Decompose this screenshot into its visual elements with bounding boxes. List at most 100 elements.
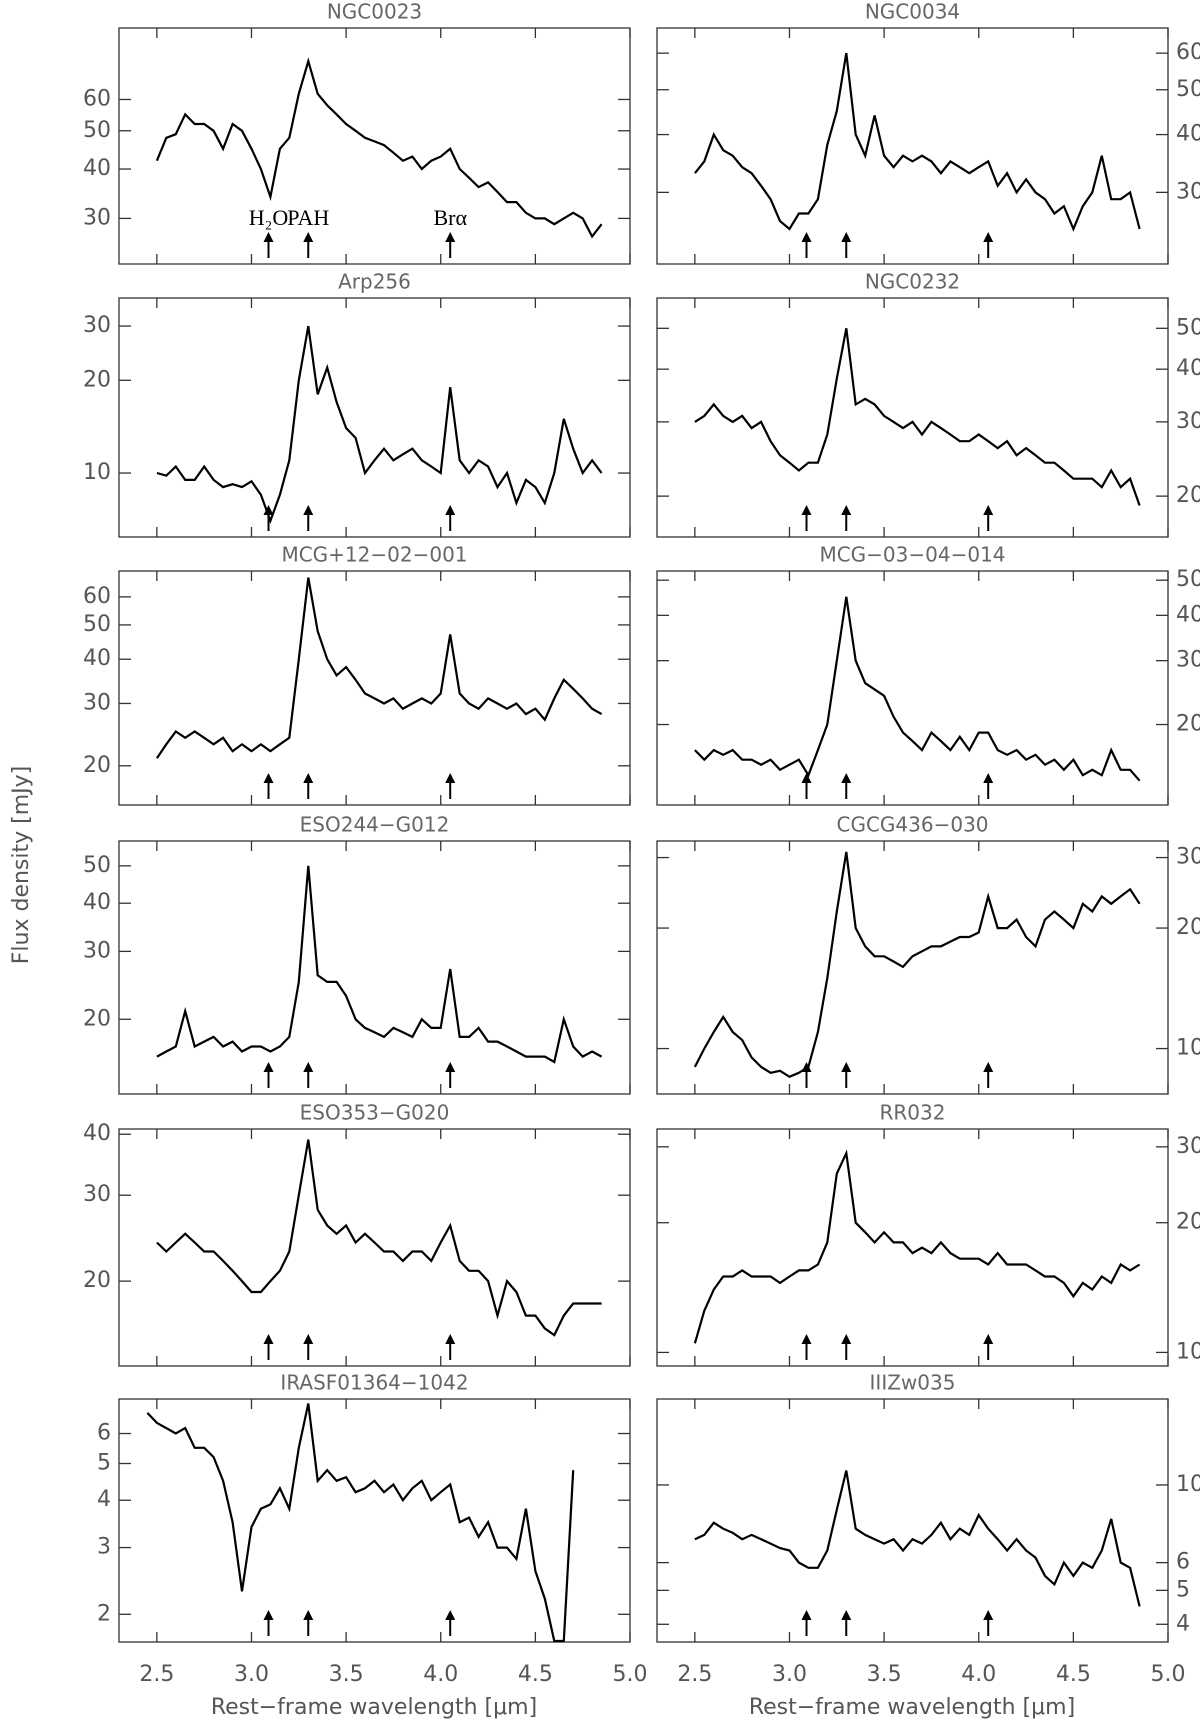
- arrow-head: [263, 1062, 274, 1072]
- panel-title: NGC0034: [865, 0, 960, 24]
- arrow-head: [263, 773, 274, 783]
- y-tick-label: 40: [83, 890, 111, 915]
- arrow-head: [801, 1334, 812, 1344]
- y-tick-label: 20: [1176, 712, 1200, 737]
- panel-title: ESO244−G012: [300, 813, 450, 837]
- y-axis-label: Flux density [mJy]: [9, 766, 34, 964]
- panel-frame: [118, 297, 631, 538]
- x-axis-label: Rest−frame wavelength [μm]: [749, 1695, 1075, 1720]
- arrow-head: [983, 232, 994, 242]
- y-tick-label: 4: [97, 1487, 111, 1512]
- y-tick-label: 20: [83, 1006, 111, 1031]
- panel-frame: [656, 840, 1169, 1095]
- y-tick-label: 40: [1176, 356, 1200, 381]
- panel-title: MCG+12−02−001: [281, 543, 467, 567]
- x-tick-label: 5.0: [1151, 1662, 1186, 1687]
- spectrum-line: [155, 577, 603, 759]
- arrow-head: [983, 1610, 994, 1620]
- y-tick-label: 50: [83, 118, 111, 143]
- panel-frame: [118, 1128, 631, 1367]
- feature-label: Brα: [433, 205, 467, 230]
- y-tick-label: 3: [97, 1535, 111, 1560]
- arrow-head: [303, 1610, 314, 1620]
- spectrum-line: [694, 596, 1141, 782]
- y-tick-label: 40: [83, 1121, 111, 1146]
- panel-title: IIIZw035: [870, 1371, 956, 1395]
- feature-label: H₂O: [249, 205, 288, 230]
- panel-title: MCG−03−04−014: [819, 543, 1005, 567]
- y-tick-label: 40: [1176, 122, 1200, 147]
- arrow-head: [263, 1334, 274, 1344]
- x-tick-label: 2.5: [677, 1662, 712, 1687]
- spectrum-line: [693, 851, 1141, 1079]
- arrow-head: [801, 505, 812, 515]
- x-axis-label: Rest−frame wavelength [μm]: [211, 1695, 537, 1720]
- x-tick-label: 4.0: [961, 1662, 996, 1687]
- y-tick-label: 50: [1176, 567, 1200, 592]
- spectrum-line: [156, 865, 603, 1064]
- panel-title: IRASF01364−1042: [280, 1371, 468, 1395]
- panel-title: NGC0023: [327, 0, 422, 24]
- panel-frame: [118, 840, 631, 1095]
- y-tick-label: 60: [83, 584, 111, 609]
- y-tick-label: 40: [83, 156, 111, 181]
- arrow-head: [263, 232, 274, 242]
- y-tick-label: 20: [83, 753, 111, 778]
- arrow-head: [303, 505, 314, 515]
- panel-frame: [656, 27, 1169, 265]
- arrow-head: [303, 1062, 314, 1072]
- arrow-head: [983, 505, 994, 515]
- arrow-head: [263, 1610, 274, 1620]
- y-tick-label: 50: [1176, 77, 1200, 102]
- y-tick-label: 30: [83, 690, 111, 715]
- y-tick-label: 50: [83, 612, 111, 637]
- arrow-head: [841, 232, 852, 242]
- arrow-head: [841, 1334, 852, 1344]
- spectrum-line: [156, 1139, 602, 1337]
- arrow-head: [445, 232, 456, 242]
- spectrum-line: [694, 1470, 1141, 1607]
- arrow-head: [445, 505, 456, 515]
- y-tick-label: 30: [83, 1182, 111, 1207]
- panel-title: NGC0232: [865, 270, 960, 294]
- spectrum-line: [694, 52, 1141, 232]
- panel-title: Arp256: [338, 270, 411, 294]
- y-tick-label: 50: [83, 853, 111, 878]
- y-tick-label: 30: [83, 205, 111, 230]
- y-tick-label: 10: [1176, 1036, 1200, 1061]
- arrow-head: [303, 773, 314, 783]
- panel-frame: [656, 1128, 1169, 1367]
- arrow-head: [445, 1610, 456, 1620]
- x-tick-label: 3.0: [234, 1662, 269, 1687]
- arrow-head: [983, 773, 994, 783]
- panel-frame: [118, 27, 631, 265]
- panel-frame: [118, 570, 631, 806]
- y-tick-label: 20: [1176, 915, 1200, 940]
- y-tick-label: 6: [1176, 1550, 1190, 1575]
- y-tick-label: 30: [1176, 1134, 1200, 1159]
- y-tick-label: 30: [1176, 409, 1200, 434]
- y-tick-label: 30: [1176, 179, 1200, 204]
- x-tick-label: 2.5: [139, 1662, 174, 1687]
- arrow-head: [445, 1334, 456, 1344]
- arrow-head: [303, 1334, 314, 1344]
- arrow-head: [801, 1062, 812, 1072]
- arrow-head: [841, 773, 852, 783]
- y-tick-label: 20: [83, 367, 111, 392]
- spectrum-line: [693, 1149, 1141, 1344]
- panel-frame: [656, 297, 1169, 538]
- arrow-head: [983, 1062, 994, 1072]
- spectrum-line: [155, 57, 603, 239]
- arrow-head: [841, 1062, 852, 1072]
- x-tick-label: 3.5: [867, 1662, 902, 1687]
- spectrum-line: [694, 328, 1141, 506]
- y-tick-label: 5: [97, 1451, 111, 1476]
- y-tick-label: 40: [1176, 602, 1200, 627]
- y-tick-label: 50: [1176, 315, 1200, 340]
- y-tick-label: 2: [97, 1601, 111, 1626]
- x-tick-label: 4.0: [423, 1662, 458, 1687]
- panel-title: ESO353−G020: [300, 1101, 450, 1125]
- arrow-head: [841, 1610, 852, 1620]
- arrow-head: [303, 232, 314, 242]
